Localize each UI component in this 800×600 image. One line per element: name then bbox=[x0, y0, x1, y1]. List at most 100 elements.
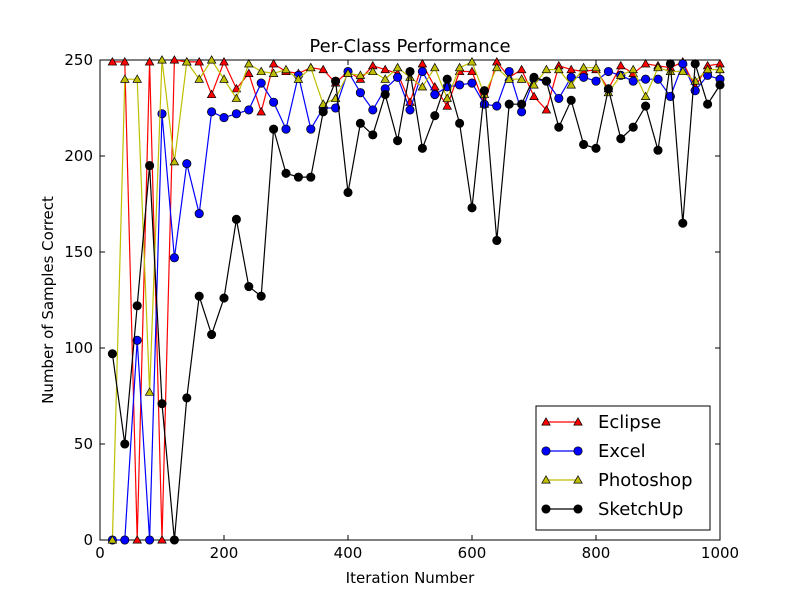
data-point-eclipse bbox=[119, 57, 130, 66]
data-point-photoshop bbox=[677, 66, 688, 76]
data-point-excel bbox=[393, 72, 403, 82]
data-point-excel bbox=[455, 80, 465, 90]
data-point-photoshop bbox=[516, 74, 527, 83]
y-tick-label: 0 bbox=[83, 531, 93, 549]
data-point-excel bbox=[492, 101, 502, 111]
data-point-photoshop bbox=[702, 64, 713, 74]
series-layer bbox=[107, 55, 725, 545]
data-point-photoshop bbox=[367, 66, 378, 76]
data-point-eclipse bbox=[206, 89, 217, 99]
data-point-photoshop bbox=[690, 76, 701, 85]
data-point-sketchup bbox=[306, 172, 316, 182]
data-point-sketchup bbox=[293, 172, 303, 182]
data-point-excel bbox=[591, 76, 601, 86]
data-point-excel bbox=[194, 209, 204, 219]
legend-label-eclipse: Eclipse bbox=[598, 412, 661, 433]
data-point-sketchup bbox=[380, 90, 390, 100]
data-point-photoshop bbox=[429, 62, 440, 72]
data-point-eclipse bbox=[256, 106, 267, 116]
y-tick-label: 50 bbox=[74, 435, 93, 453]
data-point-excel bbox=[628, 76, 638, 86]
data-point-excel bbox=[269, 97, 279, 107]
data-point-photoshop bbox=[206, 55, 217, 64]
chart-title: Per-Class Performance bbox=[309, 36, 510, 57]
data-point-photoshop bbox=[355, 70, 366, 79]
data-point-sketchup bbox=[628, 122, 638, 132]
legend-marker-sketchup bbox=[573, 504, 583, 514]
x-axis-title: Iteration Number bbox=[346, 569, 475, 587]
data-point-photoshop bbox=[132, 74, 143, 83]
data-point-eclipse bbox=[380, 64, 391, 74]
data-point-photoshop bbox=[157, 55, 167, 64]
data-point-eclipse bbox=[516, 64, 527, 74]
data-point-sketchup bbox=[107, 349, 117, 359]
data-point-sketchup bbox=[207, 330, 217, 340]
data-point-sketchup bbox=[417, 143, 427, 153]
legend-marker-sketchup bbox=[541, 504, 551, 514]
data-point-sketchup bbox=[442, 74, 452, 84]
data-point-eclipse bbox=[268, 58, 279, 68]
data-point-excel bbox=[132, 335, 142, 345]
data-point-excel bbox=[417, 66, 427, 77]
data-point-photoshop bbox=[392, 62, 403, 72]
data-point-sketchup bbox=[529, 72, 539, 82]
data-point-eclipse bbox=[231, 83, 242, 93]
y-tick-label: 100 bbox=[64, 339, 93, 357]
data-point-sketchup bbox=[715, 80, 725, 90]
legend-label-excel: Excel bbox=[598, 441, 646, 462]
data-point-sketchup bbox=[169, 535, 179, 545]
data-point-sketchup bbox=[256, 291, 266, 301]
data-point-photoshop bbox=[628, 64, 639, 74]
data-point-excel bbox=[169, 253, 179, 263]
data-point-photoshop bbox=[578, 62, 589, 72]
data-point-sketchup bbox=[182, 393, 192, 403]
data-point-photoshop bbox=[566, 80, 577, 89]
data-point-sketchup bbox=[281, 168, 291, 178]
data-point-excel bbox=[554, 93, 564, 103]
data-point-sketchup bbox=[603, 84, 613, 94]
x-tick-label: 600 bbox=[458, 544, 487, 562]
data-point-photoshop bbox=[417, 81, 428, 91]
data-point-photoshop bbox=[615, 70, 626, 79]
data-point-sketchup bbox=[244, 282, 254, 292]
x-tick-label: 400 bbox=[334, 544, 363, 562]
data-point-eclipse bbox=[219, 57, 229, 66]
data-point-photoshop bbox=[169, 156, 180, 166]
data-point-excel bbox=[145, 535, 155, 545]
data-point-excel bbox=[120, 535, 130, 545]
data-point-excel bbox=[281, 124, 291, 134]
data-point-photoshop bbox=[194, 74, 205, 83]
data-point-sketchup bbox=[355, 118, 365, 128]
data-point-sketchup bbox=[393, 136, 403, 146]
data-point-eclipse bbox=[615, 60, 626, 70]
data-point-sketchup bbox=[703, 99, 713, 109]
y-tick-label: 200 bbox=[64, 147, 93, 165]
data-point-photoshop bbox=[541, 64, 552, 74]
data-point-photoshop bbox=[491, 62, 502, 72]
data-point-eclipse bbox=[144, 57, 155, 66]
data-point-eclipse bbox=[467, 66, 477, 76]
data-point-photoshop bbox=[256, 66, 267, 76]
data-point-photoshop bbox=[591, 62, 601, 72]
data-point-eclipse bbox=[243, 68, 254, 77]
data-point-photoshop bbox=[640, 91, 651, 100]
data-point-eclipse bbox=[194, 57, 205, 66]
data-point-excel bbox=[231, 109, 241, 119]
data-point-eclipse bbox=[107, 57, 118, 66]
data-point-sketchup bbox=[653, 145, 663, 155]
data-point-sketchup bbox=[430, 111, 440, 121]
data-point-sketchup bbox=[554, 122, 564, 132]
data-point-excel bbox=[430, 90, 440, 100]
data-point-sketchup bbox=[455, 118, 465, 128]
data-point-photoshop bbox=[380, 74, 391, 83]
data-point-photoshop bbox=[107, 535, 118, 544]
data-point-photoshop bbox=[343, 68, 353, 77]
data-point-photoshop bbox=[305, 62, 316, 72]
legend-marker-photoshop bbox=[573, 475, 583, 484]
legend-marker-eclipse bbox=[573, 417, 583, 426]
y-axis-title: Number of Samples Correct bbox=[39, 196, 57, 404]
data-point-sketchup bbox=[120, 439, 130, 449]
data-point-sketchup bbox=[405, 66, 415, 77]
data-point-excel bbox=[690, 86, 700, 96]
